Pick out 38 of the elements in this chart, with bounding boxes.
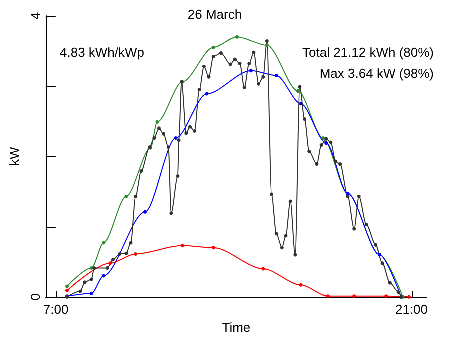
x-tick-label: 7:00 — [43, 302, 69, 318]
point — [322, 136, 326, 140]
chart-title: 26 March — [188, 7, 242, 22]
annotation: Max 3.64 kW (98%) — [320, 66, 434, 81]
point — [143, 210, 147, 214]
point — [262, 267, 266, 271]
point — [212, 46, 216, 50]
point — [102, 241, 106, 245]
point — [108, 262, 112, 266]
point — [124, 194, 128, 198]
point — [156, 120, 160, 124]
point — [235, 35, 239, 39]
point — [65, 289, 69, 293]
point — [407, 295, 411, 299]
annotation: 4.83 kWh/kWp — [60, 45, 145, 60]
y-tick-label: 4 — [28, 12, 43, 20]
annotation: Total 21.12 kWh (80%) — [302, 45, 434, 60]
point — [134, 252, 138, 256]
point — [90, 292, 94, 296]
point — [249, 69, 253, 73]
y-axis-title: kW — [7, 146, 22, 166]
point — [299, 283, 303, 287]
x-tick-label: 21:00 — [395, 302, 428, 318]
point — [212, 246, 216, 250]
point — [352, 294, 356, 298]
y-tick-label: 0 — [28, 293, 43, 301]
point — [384, 294, 388, 298]
point — [174, 136, 178, 140]
point — [102, 274, 106, 278]
x-axis-title: Time — [222, 320, 251, 335]
point — [180, 244, 184, 248]
point — [65, 284, 69, 288]
point — [326, 294, 330, 298]
point — [296, 89, 300, 93]
point — [324, 141, 328, 145]
point — [299, 102, 303, 106]
point — [265, 44, 269, 48]
point — [274, 74, 278, 78]
